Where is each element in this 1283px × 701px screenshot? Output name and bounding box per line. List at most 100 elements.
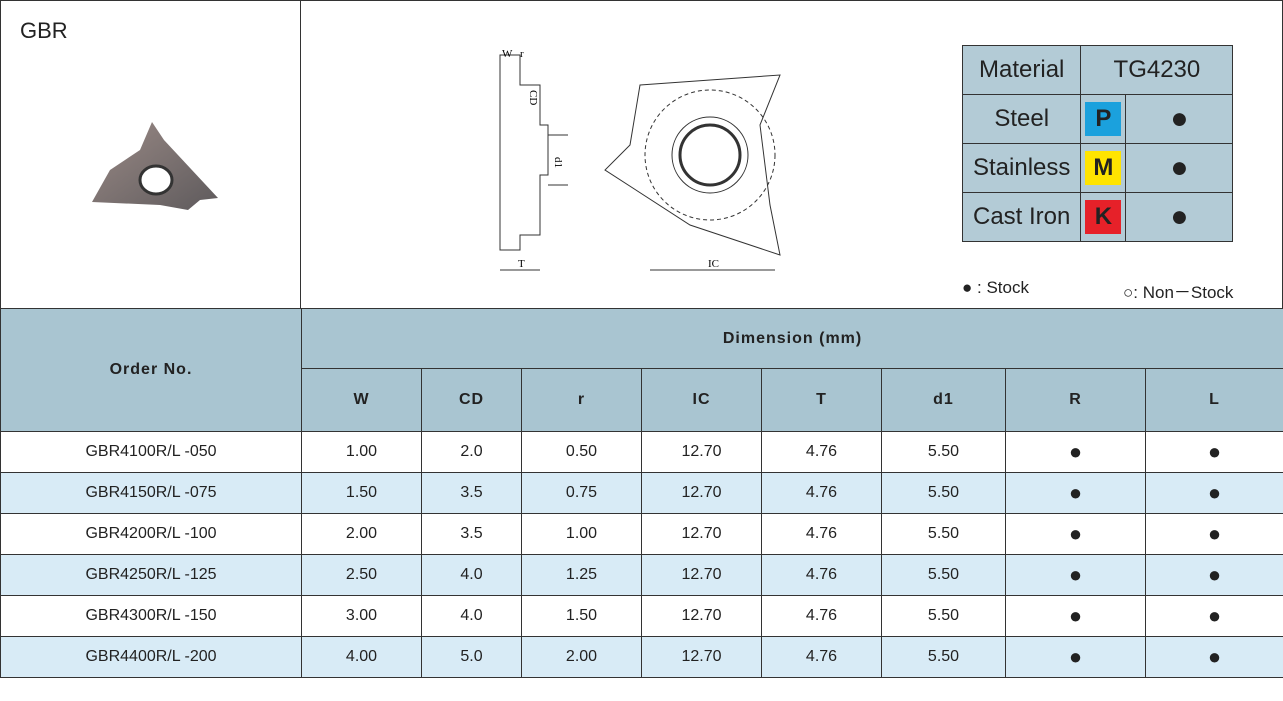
cell: ● [1006, 432, 1146, 473]
order-number: GBR4300R/L -150 [1, 596, 302, 637]
cell: 12.70 [642, 596, 762, 637]
cell: 12.70 [642, 514, 762, 555]
order-number: GBR4150R/L -075 [1, 473, 302, 514]
stock-mark: ● [1126, 193, 1233, 242]
cell: 2.00 [522, 637, 642, 678]
cell: 12.70 [642, 473, 762, 514]
technical-drawing: W r CD d1 T IC [490, 45, 790, 280]
column-header: d1 [882, 369, 1006, 432]
class-letter: P [1085, 102, 1121, 136]
column-header: R [1006, 369, 1146, 432]
cell: 3.00 [302, 596, 422, 637]
order-number: GBR4100R/L -050 [1, 432, 302, 473]
order-number: GBR4250R/L -125 [1, 555, 302, 596]
cell: 4.76 [762, 432, 882, 473]
material-name: Stainless [963, 144, 1081, 193]
cell: ● [1006, 473, 1146, 514]
cell: 2.0 [422, 432, 522, 473]
cell: 1.50 [302, 473, 422, 514]
group-header: Dimension (mm) [302, 309, 1283, 369]
material-name: Cast Iron [963, 193, 1081, 242]
cell: 4.76 [762, 514, 882, 555]
grade-header: TG4230 [1081, 46, 1233, 95]
cell: ● [1146, 555, 1283, 596]
cell: 0.75 [522, 473, 642, 514]
cell: ● [1006, 637, 1146, 678]
class-letter: K [1085, 200, 1121, 234]
order-header: Order No. [1, 309, 302, 432]
column-header: IC [642, 369, 762, 432]
cell: ● [1006, 514, 1146, 555]
cell: 1.00 [522, 514, 642, 555]
material-class: P [1081, 95, 1126, 144]
material-class: K [1081, 193, 1126, 242]
insert-image [80, 110, 240, 220]
cell: 12.70 [642, 432, 762, 473]
column-header: r [522, 369, 642, 432]
cell: 5.50 [882, 432, 1006, 473]
material-name: Steel [963, 95, 1081, 144]
class-letter: M [1085, 151, 1121, 185]
cell: 5.0 [422, 637, 522, 678]
stock-mark: ● [1126, 144, 1233, 193]
column-header: CD [422, 369, 522, 432]
cell: 5.50 [882, 473, 1006, 514]
order-number: GBR4400R/L -200 [1, 637, 302, 678]
label-w: W [502, 48, 513, 60]
cell: 4.00 [302, 637, 422, 678]
cell: ● [1146, 637, 1283, 678]
cell: ● [1006, 596, 1146, 637]
column-header: W [302, 369, 422, 432]
label-t: T [518, 258, 525, 270]
cell: ● [1146, 432, 1283, 473]
cell: 4.76 [762, 637, 882, 678]
product-title: GBR [20, 18, 68, 44]
cell: 4.76 [762, 473, 882, 514]
non-stock-legend: ○: Non－Stock [1123, 278, 1233, 303]
cell: 5.50 [882, 514, 1006, 555]
label-cd: CD [527, 90, 539, 105]
material-header: Material [963, 46, 1081, 95]
cell: ● [1146, 514, 1283, 555]
order-number: GBR4200R/L -100 [1, 514, 302, 555]
cell: 4.76 [762, 596, 882, 637]
label-ic: IC [708, 258, 719, 270]
stock-mark: ● [1126, 95, 1233, 144]
cell: 1.25 [522, 555, 642, 596]
cell: 5.50 [882, 596, 1006, 637]
material-class: M [1081, 144, 1126, 193]
cell: ● [1146, 596, 1283, 637]
cell: 4.0 [422, 555, 522, 596]
cell: ● [1146, 473, 1283, 514]
cell: 1.00 [302, 432, 422, 473]
label-r: r [520, 48, 524, 60]
column-header: L [1146, 369, 1283, 432]
cell: 1.50 [522, 596, 642, 637]
cell: 2.00 [302, 514, 422, 555]
label-d1: d1 [552, 157, 564, 168]
cell: 4.76 [762, 555, 882, 596]
cell: 12.70 [642, 555, 762, 596]
cell: 3.5 [422, 514, 522, 555]
cell: 4.0 [422, 596, 522, 637]
cell: 3.5 [422, 473, 522, 514]
cell: 5.50 [882, 637, 1006, 678]
cell: ● [1006, 555, 1146, 596]
cell: 5.50 [882, 555, 1006, 596]
stock-legend: ● : Stock [962, 278, 1029, 298]
cell: 2.50 [302, 555, 422, 596]
column-header: T [762, 369, 882, 432]
page: GBR W r CD d1 T IC MaterialTG4230 SteelP… [0, 0, 1283, 701]
cell: 12.70 [642, 637, 762, 678]
